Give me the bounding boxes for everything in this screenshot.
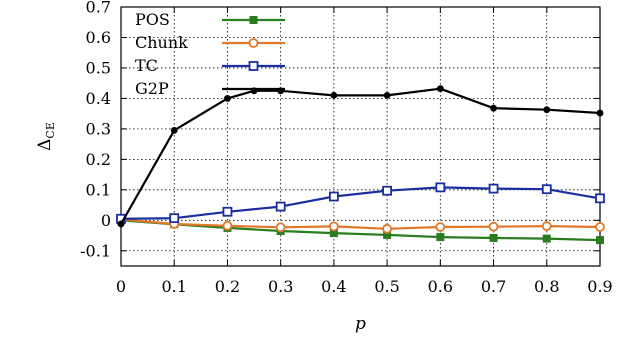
x-tick-label: 0.1 — [161, 277, 186, 296]
x-tick-label: 0.4 — [321, 277, 346, 296]
legend-item-tc: TC — [135, 56, 285, 75]
legend-item-pos: POS — [135, 10, 285, 29]
data-point-pos — [329, 229, 338, 238]
series-line-pos — [120, 219, 601, 242]
x-tick-label: 0 — [116, 277, 126, 296]
data-point-chunk — [488, 221, 499, 232]
grid-lines — [121, 6, 600, 266]
y-tick-label: 0.2 — [86, 150, 111, 169]
data-point-tc — [328, 191, 339, 202]
data-point-pos — [489, 233, 498, 242]
x-tick-label: 0.6 — [428, 277, 453, 296]
data-point-pos — [542, 234, 551, 243]
legend-label: POS — [135, 10, 170, 29]
data-point-g2p — [170, 127, 178, 134]
y-tick-label: 0.3 — [86, 119, 111, 138]
series-line-g2p — [120, 87, 601, 225]
data-point-chunk — [222, 220, 233, 231]
y-tick-label: 0.1 — [86, 180, 111, 199]
data-point-g2p — [383, 91, 391, 99]
legend-marker — [248, 38, 259, 48]
data-point-pos — [596, 236, 604, 245]
data-point-pos — [436, 233, 445, 242]
x-tick-label: 0.5 — [374, 277, 399, 296]
legend-marker — [249, 16, 258, 24]
y-axis-title-subscript: CE — [44, 122, 57, 138]
y-tick-label: 0.6 — [86, 28, 111, 47]
legend-item-chunk: Chunk — [135, 33, 285, 52]
y-tick-label: 0.5 — [86, 58, 111, 77]
y-axis-title-main: Δ — [35, 139, 55, 151]
data-point-g2p — [596, 109, 604, 117]
data-point-tc — [488, 183, 499, 194]
data-point-g2p — [436, 85, 444, 93]
series-chunk — [116, 214, 605, 234]
data-point-chunk — [275, 222, 286, 233]
data-point-tc — [275, 201, 286, 212]
series-lines — [116, 85, 605, 245]
data-point-g2p — [330, 91, 338, 99]
data-point-tc — [541, 184, 552, 195]
legend-marker — [248, 61, 259, 71]
y-axis-title: ΔCE — [35, 122, 57, 151]
data-point-tc — [382, 185, 393, 196]
y-tick-label: -0.1 — [80, 241, 111, 260]
y-tick-label: 0 — [101, 211, 111, 230]
data-point-chunk — [382, 223, 393, 234]
data-point-pos — [383, 230, 392, 239]
legend-item-g2p: G2P — [135, 79, 285, 98]
data-point-chunk — [541, 221, 552, 231]
series-tc — [116, 182, 605, 224]
legend-label: TC — [135, 56, 158, 75]
axis-titles: p ΔCE — [35, 122, 366, 334]
y-tick-label: 0.7 — [86, 0, 111, 17]
series-line-chunk — [120, 218, 601, 230]
x-tick-label: 0.8 — [534, 277, 559, 296]
x-tick-label: 0.3 — [268, 277, 293, 296]
data-point-g2p — [543, 106, 551, 114]
data-point-tc — [222, 206, 233, 217]
x-axis-title: p — [355, 314, 366, 334]
data-point-tc — [435, 182, 446, 193]
data-point-chunk — [328, 221, 339, 232]
data-point-chunk — [435, 222, 446, 232]
data-point-g2p — [490, 104, 497, 112]
legend: POS Chunk TC G2P — [135, 10, 285, 98]
data-point-chunk — [595, 222, 605, 232]
series-g2p — [117, 85, 604, 228]
y-tick-label: 0.4 — [86, 89, 111, 108]
data-point-tc — [169, 213, 180, 224]
data-point-tc — [595, 193, 605, 204]
data-point-g2p — [224, 95, 231, 102]
legend-label: Chunk — [135, 33, 188, 52]
axis-ticks: 0 0.1 0.2 0.3 0.4 0.5 0.6 0.7 0.8 0.9 -0.1 0 0.1 0.2 0… — [80, 0, 613, 296]
legend-label: G2P — [135, 79, 169, 98]
data-point-g2p — [117, 220, 125, 228]
x-tick-label: 0.7 — [481, 277, 506, 296]
x-tick-label: 0.9 — [587, 277, 612, 296]
plot-frame — [120, 6, 601, 267]
series-line-tc — [120, 186, 601, 220]
x-tick-label: 0.2 — [215, 277, 240, 296]
